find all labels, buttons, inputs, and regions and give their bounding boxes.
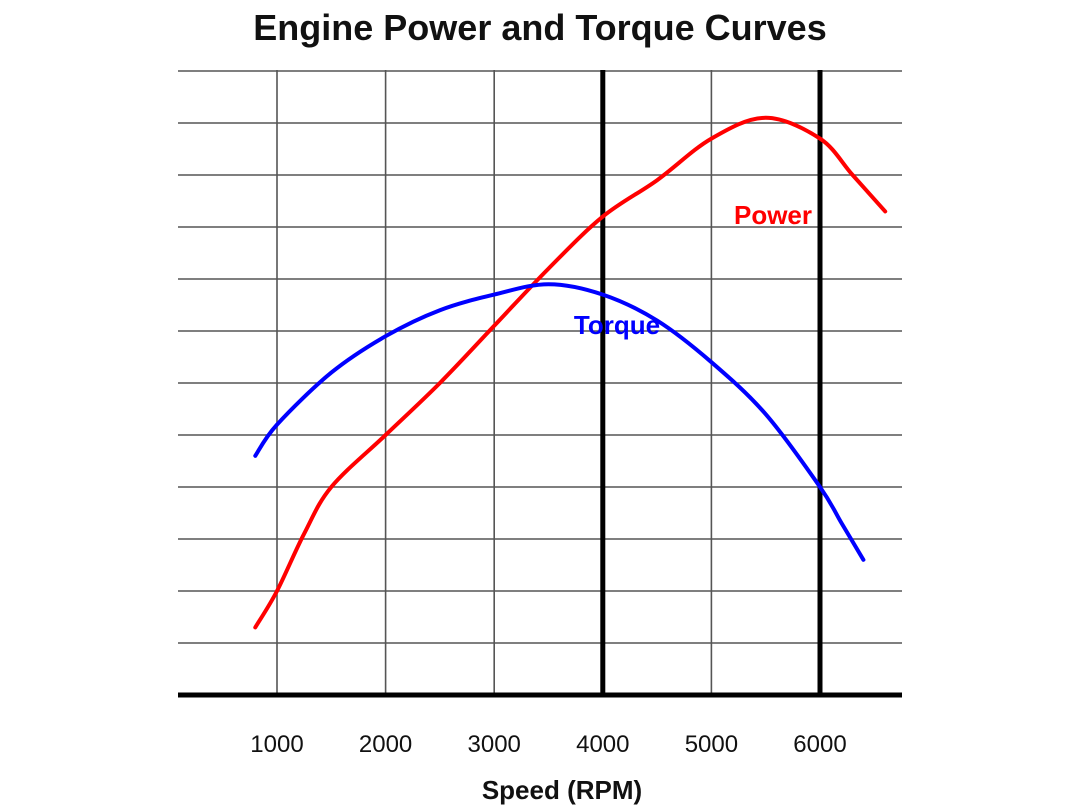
x-axis-label: Speed (RPM) bbox=[482, 775, 642, 805]
x-tick-label: 3000 bbox=[468, 731, 521, 758]
chart-title: Engine Power and Torque Curves bbox=[253, 7, 826, 48]
x-tick-label: 4000 bbox=[576, 731, 629, 758]
x-tick-label: 2000 bbox=[359, 731, 412, 758]
curves bbox=[253, 115, 888, 630]
power-curve-label: Power bbox=[734, 200, 812, 230]
torque-curve bbox=[253, 282, 866, 562]
x-tick-label: 1000 bbox=[250, 731, 303, 758]
x-tick-label: 6000 bbox=[793, 731, 846, 758]
torque-curve-label: Torque bbox=[574, 310, 660, 340]
power-curve bbox=[253, 115, 888, 630]
rpm-marker-lines bbox=[600, 70, 823, 693]
x-tick-labels: 1000 2000 3000 4000 5000 6000 bbox=[250, 731, 846, 758]
series-labels: Power Torque bbox=[574, 200, 812, 340]
x-tick-label: 5000 bbox=[685, 731, 738, 758]
grid-horizontal bbox=[178, 70, 902, 644]
